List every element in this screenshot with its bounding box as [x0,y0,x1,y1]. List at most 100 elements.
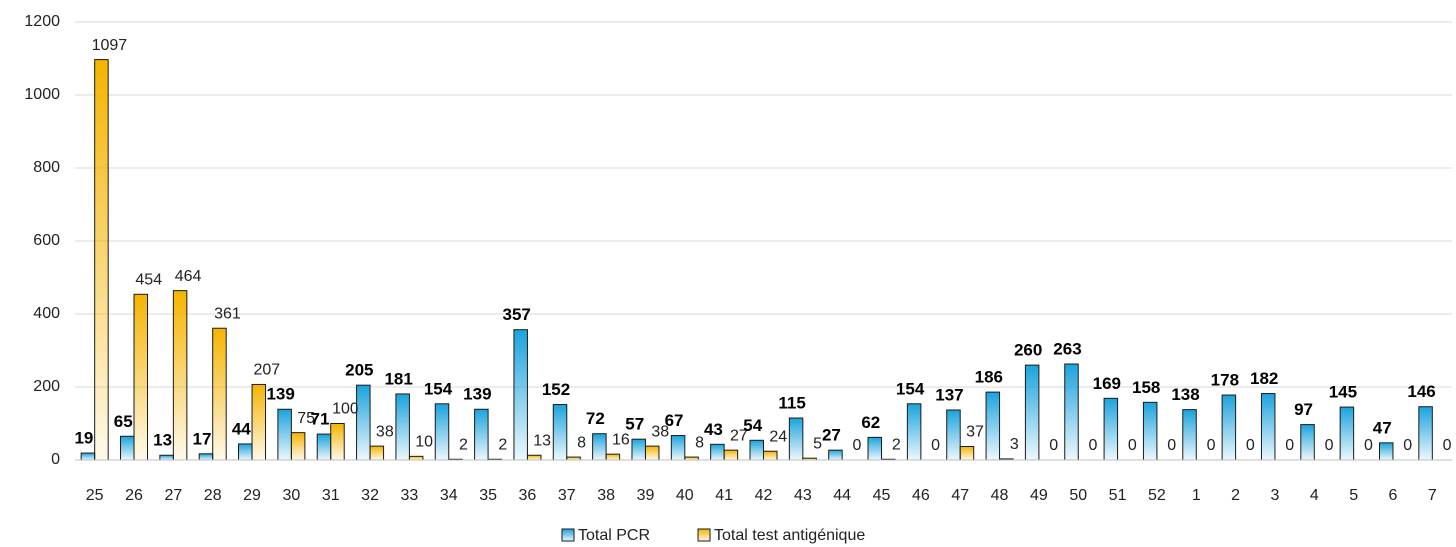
data-label: 186 [975,368,1003,387]
x-tick-label: 46 [912,487,930,504]
bar [1064,363,1079,461]
x-tick-label: 45 [873,487,891,504]
data-label: 62 [861,413,880,432]
bar [985,391,1001,461]
x-tick-label: 41 [715,487,733,504]
x-tick-label: 43 [794,487,812,504]
data-label: 181 [384,369,412,388]
bar [710,443,725,461]
y-tick-label: 1000 [24,86,60,103]
bar [94,59,109,461]
y-tick-label: 600 [33,232,60,249]
data-label: 454 [135,272,162,289]
legend-label: Total test antigénique [714,527,865,544]
data-label: 67 [665,411,684,430]
data-label: 357 [503,305,531,324]
x-tick-label: 47 [951,487,969,504]
data-label: 145 [1329,383,1357,402]
data-label: 13 [533,432,551,449]
y-tick-label: 1200 [24,13,60,30]
x-tick-label: 29 [243,487,261,504]
data-label: 27 [822,426,841,445]
x-tick-label: 2 [1231,487,1240,504]
legend-swatch [561,528,575,542]
data-label: 0 [1364,437,1373,454]
data-label: 152 [542,380,570,399]
bar [212,327,227,461]
bar [1300,424,1315,461]
bar [723,449,739,461]
x-tick-label: 48 [991,487,1009,504]
bar [330,423,345,461]
x-tick-label: 40 [676,487,694,504]
x-tick-label: 27 [164,487,182,504]
data-label: 47 [1373,418,1392,437]
data-label: 100 [332,401,359,418]
data-label: 169 [1093,374,1121,393]
y-tick-label: 400 [33,305,60,322]
data-label: 65 [114,412,133,431]
data-label: 44 [232,419,251,438]
data-label: 137 [935,385,963,404]
data-label: 1097 [92,37,128,54]
data-label: 0 [1167,437,1176,454]
data-label: 2 [498,436,507,453]
data-label: 0 [1207,437,1216,454]
x-tick-label: 26 [125,487,143,504]
bar [290,432,306,461]
data-label: 0 [1089,437,1098,454]
x-tick-label: 31 [322,487,340,504]
x-tick-label: 38 [597,487,615,504]
x-tick-label: 39 [637,487,655,504]
x-tick-label: 4 [1310,487,1319,504]
data-label: 0 [1443,437,1452,454]
bar [474,408,489,461]
data-label: 263 [1053,339,1081,358]
data-label: 38 [651,423,669,440]
data-label: 0 [1128,437,1137,454]
bar [434,403,450,461]
bar [316,433,332,461]
bar [238,443,253,461]
data-label: 0 [852,437,861,454]
data-label: 0 [931,437,940,454]
data-label: 43 [704,420,723,439]
x-tick-label: 32 [361,487,379,504]
data-label: 138 [1171,385,1199,404]
y-tick-label: 0 [51,451,60,468]
bar [513,329,528,461]
data-label: 8 [695,434,704,451]
data-label: 2 [892,436,901,453]
data-label: 361 [214,305,241,322]
bar [788,417,804,461]
x-tick-label: 50 [1069,487,1087,504]
data-label: 10 [415,434,433,451]
y-tick-label: 800 [33,159,60,176]
bar [906,403,922,461]
data-label: 178 [1211,371,1239,390]
data-label: 182 [1250,369,1278,388]
data-label: 16 [612,431,630,448]
bar [644,445,660,461]
x-tick-label: 36 [519,487,537,504]
data-label: 115 [778,394,805,413]
bar [670,435,686,461]
x-tick-label: 44 [833,487,851,504]
x-tick-label: 33 [401,487,419,504]
bar [1142,401,1158,461]
data-label: 38 [376,423,394,440]
bar [251,383,267,461]
x-tick-label: 25 [86,487,104,504]
data-label: 97 [1294,400,1313,419]
data-label: 72 [586,409,605,428]
bar [80,452,96,461]
bar [1339,406,1355,461]
data-label: 158 [1132,378,1160,397]
data-label: 5 [813,435,822,452]
data-label: 139 [463,385,491,404]
bar [959,445,975,461]
bar [526,454,542,461]
data-label: 0 [1403,437,1412,454]
x-tick-label: 30 [282,487,300,504]
data-label: 0 [1325,437,1334,454]
